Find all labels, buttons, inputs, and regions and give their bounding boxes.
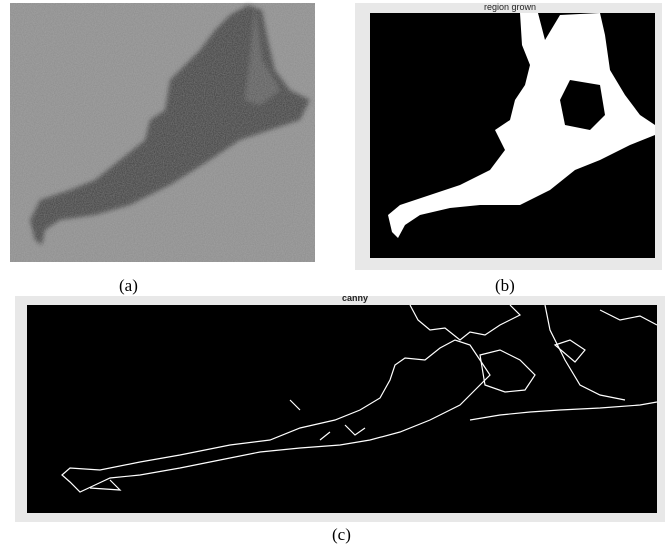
caption-b: (b) <box>495 276 515 295</box>
panel-title: canny <box>342 293 368 303</box>
caption-a: (a) <box>119 276 138 295</box>
panel-a <box>10 3 315 262</box>
edge-image <box>27 305 657 513</box>
caption-c: (c) <box>332 525 351 544</box>
speckle <box>10 3 315 262</box>
panel-b: region grown <box>355 2 662 270</box>
panel-title: region grown <box>484 2 536 12</box>
panel-c: canny <box>15 293 665 522</box>
figure: (a) region grown (b) canny (c) <box>0 0 668 545</box>
